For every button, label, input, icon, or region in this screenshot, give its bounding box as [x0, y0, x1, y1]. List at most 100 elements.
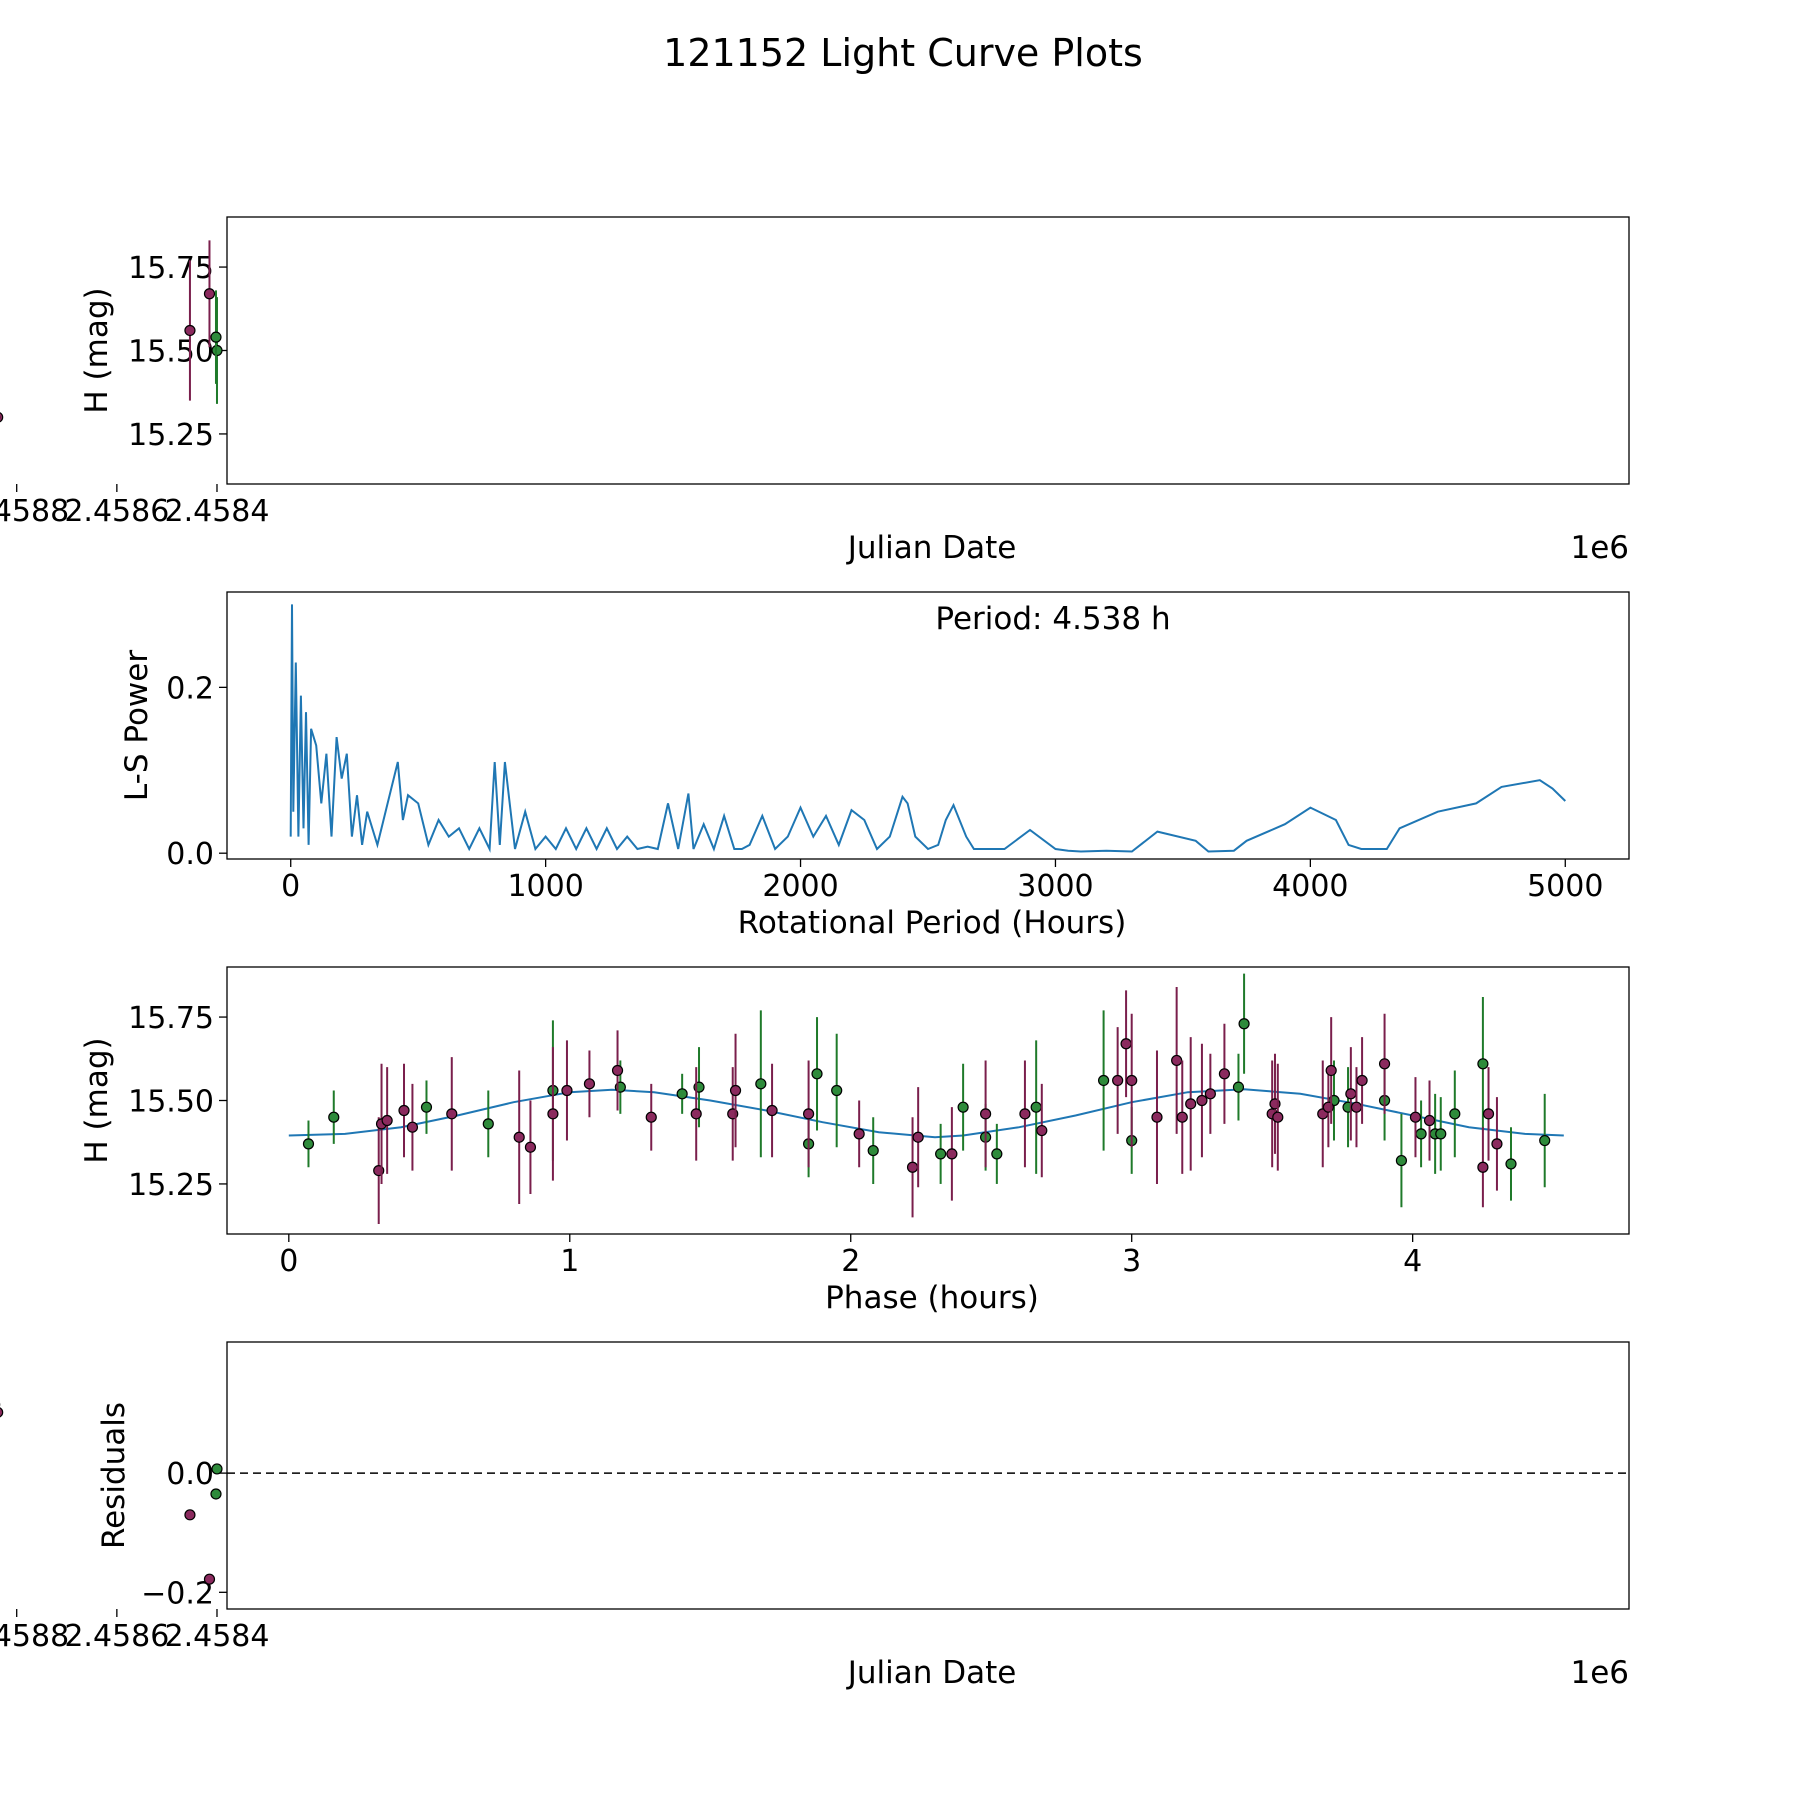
phase-xtick-label: 2 — [841, 1244, 860, 1279]
phase-data-point — [946, 1148, 958, 1160]
phase-data-point — [406, 1121, 419, 1133]
light-curve-xtick-label: 2.4586 — [64, 494, 169, 529]
phase-data-point — [1171, 1054, 1183, 1067]
light-curve-xtick-label: 2.4584 — [164, 494, 269, 529]
phase-data-point — [991, 1148, 1003, 1160]
phase-data-point — [755, 1078, 767, 1090]
phase-data-point — [1345, 1088, 1357, 1100]
periodogram-ytick-label: 0.0 — [166, 837, 214, 872]
phase-data-point — [302, 1138, 315, 1150]
phase-ylabel: H (mag) — [79, 1037, 115, 1163]
periodogram-xlabel: Rotational Period (Hours) — [738, 905, 1127, 941]
figure-title: 121152 Light Curve Plots — [663, 31, 1143, 75]
light-curve-data-point — [211, 344, 223, 357]
periodogram-xtick-label: 1000 — [507, 869, 583, 904]
panel-light-curve: 2.45842.45862.45882.45902.45922.459415.2… — [0, 216, 1630, 566]
phase-data-point — [676, 1088, 688, 1100]
phase-data-point — [1126, 1074, 1138, 1087]
phase-data-point — [1325, 1064, 1337, 1077]
light-curve-data-point — [0, 412, 4, 423]
phase-data-point — [482, 1118, 494, 1130]
panel-periodogram: 0 1000 2000 3000 4000 5000 0.0 0.2 Rotational Pe… — [119, 591, 1630, 941]
periodogram-xtick-label: 3000 — [1017, 869, 1093, 904]
phase-data-point — [1395, 1154, 1408, 1167]
phase-data-point — [1409, 1111, 1422, 1123]
light-curve-data-point — [184, 324, 196, 337]
phase-data-point — [1030, 1101, 1042, 1113]
phase-data-point — [957, 1101, 969, 1113]
light-curve-data-point — [203, 288, 216, 300]
residuals-xlabel: Julian Date — [846, 1655, 1017, 1691]
phase-data-point — [513, 1131, 525, 1143]
light-curve-ylabel: H (mag) — [79, 287, 115, 413]
phase-data-point — [1482, 1108, 1495, 1120]
light-curve-ytick-label: 15.25 — [128, 418, 214, 453]
periodogram-xtick-label: 2000 — [762, 869, 838, 904]
periodogram-ylabel: L-S Power — [119, 650, 155, 801]
phase-xtick-label: 4 — [1403, 1244, 1422, 1279]
residuals-offset-label: 1e6 — [1570, 1655, 1629, 1691]
residuals-data-point — [203, 1573, 216, 1585]
phase-data-point — [1176, 1111, 1188, 1123]
residuals-ytick-label: −0.2 — [141, 1576, 214, 1611]
phase-data-point — [1350, 1101, 1363, 1113]
phase-data-point — [1477, 1058, 1489, 1070]
phase-data-point — [906, 1161, 919, 1173]
phase-data-point — [811, 1068, 823, 1080]
phase-data-point — [1151, 1111, 1163, 1123]
residuals-xtick-label: 2.4588 — [0, 1619, 69, 1654]
phase-data-point — [867, 1144, 879, 1157]
residuals-data-point — [184, 1509, 196, 1521]
residuals-data-point — [211, 1463, 223, 1475]
phase-ytick-label: 15.75 — [128, 1001, 214, 1036]
phase-data-point — [1505, 1158, 1517, 1170]
phase-data-point — [729, 1084, 742, 1097]
phase-ytick-label: 15.25 — [128, 1168, 214, 1203]
phase-xtick-label: 0 — [279, 1244, 298, 1279]
phase-data-point — [1539, 1134, 1551, 1147]
phase-data-point — [935, 1148, 947, 1160]
phase-data-point — [1415, 1128, 1427, 1140]
residuals-xtick-label: 2.4584 — [164, 1619, 269, 1654]
periodogram-ytick-label: 0.2 — [166, 671, 214, 706]
phase-data-point — [1196, 1094, 1208, 1107]
light-curve-ytick-label: 15.50 — [128, 335, 214, 370]
panel-residuals: 2.45842.45862.45882.45902.45922.4594−0.2… — [0, 1341, 1630, 1691]
phase-data-point — [853, 1128, 865, 1140]
phase-data-point — [1423, 1114, 1436, 1127]
periodogram-xtick-label: 4000 — [1272, 869, 1348, 904]
residuals-ylabel: Residuals — [96, 1402, 132, 1549]
residuals-ytick-label: 0.0 — [166, 1457, 214, 1492]
residuals-xtick-label: 2.4586 — [64, 1619, 169, 1654]
residuals-data-point — [210, 1488, 222, 1500]
residuals-axes-frame — [226, 1341, 1630, 1610]
light-curve-xtick-label: 2.4588 — [0, 494, 69, 529]
phase-data-point — [328, 1111, 340, 1123]
phase-xtick-label: 3 — [1122, 1244, 1141, 1279]
light-curve-ytick-label: 15.75 — [128, 251, 214, 286]
phase-xtick-label: 1 — [560, 1244, 579, 1279]
phase-data-point — [912, 1131, 924, 1143]
phase-data-point — [420, 1101, 433, 1113]
phase-data-point — [1036, 1124, 1048, 1137]
light-curve-xlabel: Julian Date — [846, 530, 1017, 566]
phase-data-point — [766, 1104, 778, 1117]
phase-ytick-label: 15.50 — [128, 1085, 214, 1120]
phase-data-point — [1218, 1068, 1231, 1080]
panel-phase-folded: 0 1 2 3 4 15.25 15.50 15.75 Phase (hours) H (mag) — [79, 966, 1630, 1316]
phase-data-point — [1185, 1098, 1197, 1110]
phase-data-point — [561, 1084, 573, 1097]
phase-data-point — [1356, 1074, 1368, 1087]
phase-data-point — [583, 1078, 596, 1090]
phase-data-point — [1112, 1074, 1124, 1087]
phase-data-point — [1232, 1081, 1245, 1093]
light-curve-data-point — [210, 331, 222, 343]
periodogram-axes-frame — [226, 591, 1630, 860]
phase-data-point — [1204, 1088, 1216, 1100]
phase-data-point — [1272, 1111, 1284, 1123]
phase-data-point — [1491, 1138, 1503, 1150]
phase-data-point — [802, 1108, 815, 1120]
phase-data-point — [1120, 1038, 1132, 1050]
phase-data-point — [690, 1108, 702, 1120]
